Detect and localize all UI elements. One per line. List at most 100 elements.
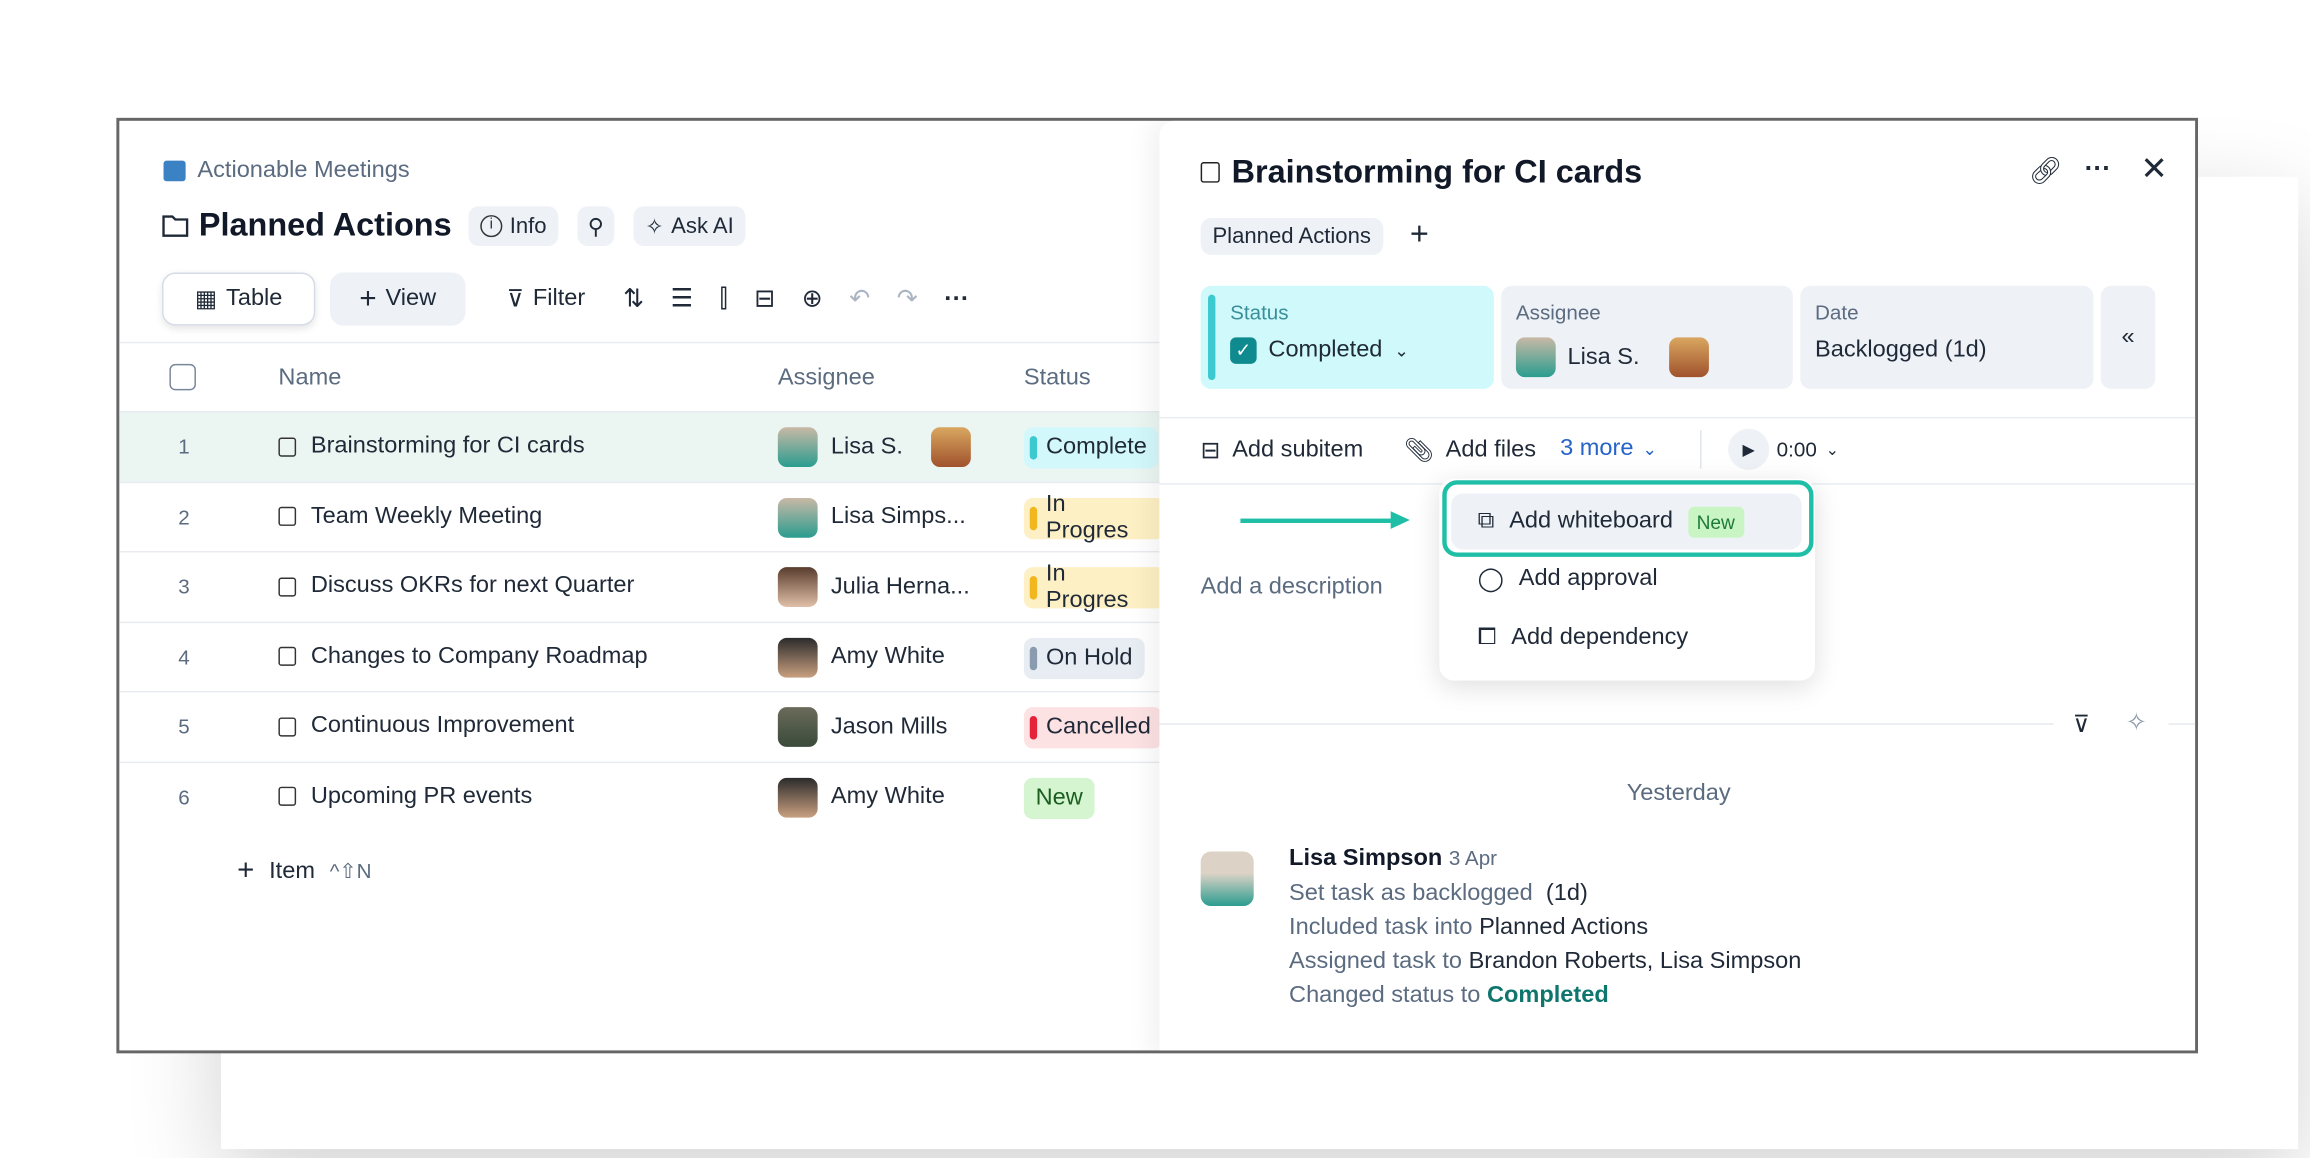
date-value: Backlogged (1d): [1814, 337, 1987, 363]
add-files-button[interactable]: 📎︎ Add files: [1404, 436, 1536, 465]
column-header-assignee[interactable]: Assignee: [777, 365, 875, 391]
status-badge[interactable]: In Progres: [1023, 491, 1166, 543]
filter-icon: ⊽: [506, 287, 525, 313]
menu-item-add-dependency[interactable]: ⧠ Add dependency: [1451, 610, 1802, 666]
assignee-field[interactable]: Assignee Lisa S.: [1501, 285, 1793, 389]
briefcase-icon: [163, 160, 186, 182]
status-color-bar: [1029, 576, 1038, 600]
activity-link[interactable]: Planned Actions: [1479, 914, 1649, 940]
info-button[interactable]: i Info: [468, 206, 559, 247]
info-label: Info: [509, 213, 547, 239]
status-badge[interactable]: Cancelled: [1023, 707, 1163, 749]
tag-chip[interactable]: Planned Actions: [1200, 218, 1383, 255]
avatar: [777, 707, 818, 747]
activity-text: Set task as backlogged: [1289, 880, 1533, 907]
assignee-field-label: Assignee: [1515, 300, 1601, 325]
assignee-name: Lisa Simps...: [830, 503, 966, 529]
item-name[interactable]: Changes to Company Roadmap: [310, 643, 648, 669]
status-field-label: Status: [1230, 300, 1289, 325]
assignee-cell[interactable]: Lisa Simps...: [777, 497, 966, 537]
more-actions-menu: ⧉ Add whiteboard New ◯ Add approval ⧠ Add de…: [1439, 478, 1815, 681]
more-icon[interactable]: ···: [944, 284, 970, 313]
assignee-cell[interactable]: Lisa S.: [777, 427, 971, 468]
assignee-cell[interactable]: Amy White: [777, 637, 945, 677]
assignee-name: Lisa S.: [830, 433, 903, 459]
menu-item-label: Add whiteboard: [1509, 508, 1674, 534]
globe-icon[interactable]: ⊕: [801, 284, 823, 313]
activity-author: Lisa Simpson: [1289, 845, 1443, 871]
table-row[interactable]: 4 Changes to Company Roadmap Amy White O…: [119, 620, 1166, 691]
columns-icon[interactable]: ⫿: [719, 284, 728, 313]
sparkle-icon: ✧: [645, 214, 664, 240]
add-item-label: Item: [269, 858, 315, 884]
filter-icon[interactable]: ⊽: [2072, 713, 2091, 739]
assignee-cell[interactable]: Jason Mills: [777, 707, 947, 747]
arrow-head: [1390, 511, 1410, 529]
row-number: 3: [178, 574, 190, 599]
menu-item-add-approval[interactable]: ◯ Add approval: [1451, 551, 1802, 607]
pin-button[interactable]: ⚲: [577, 206, 615, 247]
undo-icon[interactable]: ↶: [849, 284, 871, 313]
menu-item-label: Add dependency: [1511, 624, 1689, 650]
new-badge: New: [1687, 506, 1744, 537]
table-row[interactable]: 6 Upcoming PR events Amy White New: [119, 760, 1166, 831]
table-view-tab[interactable]: ▦ Table: [162, 272, 316, 326]
link-icon[interactable]: 🔗︎: [2028, 156, 2063, 186]
table-row[interactable]: 1 Brainstorming for CI cards Lisa S. Com…: [119, 411, 1166, 481]
sparkle-icon[interactable]: ✧: [2125, 708, 2147, 737]
item-name[interactable]: Upcoming PR events: [310, 783, 533, 809]
view-label: View: [385, 285, 437, 311]
status-color-bar: [1029, 645, 1038, 670]
item-name[interactable]: Discuss OKRs for next Quarter: [310, 573, 635, 599]
assignee-cell[interactable]: Amy White: [777, 777, 945, 817]
column-header-status[interactable]: Status: [1023, 365, 1091, 391]
subitems-icon[interactable]: ⊟: [754, 284, 776, 313]
date-field[interactable]: Date Backlogged (1d): [1800, 285, 2094, 389]
table-row[interactable]: 5 Continuous Improvement Jason Mills Can…: [119, 690, 1166, 761]
add-subitem-label: Add subitem: [1232, 437, 1364, 463]
avatar: [777, 567, 818, 607]
redo-icon[interactable]: ↷: [896, 284, 918, 313]
assignee-name: Julia Herna...: [830, 573, 970, 599]
item-name[interactable]: Brainstorming for CI cards: [310, 433, 585, 459]
table-row[interactable]: 2 Team Weekly Meeting Lisa Simps... In P…: [119, 480, 1166, 551]
item-name[interactable]: Continuous Improvement: [310, 713, 575, 739]
ask-ai-button[interactable]: ✧ Ask AI: [633, 206, 746, 247]
menu-item-add-whiteboard[interactable]: ⧉ Add whiteboard New: [1451, 493, 1802, 550]
activity-value: (1d): [1545, 880, 1588, 907]
close-icon[interactable]: ✕: [2140, 150, 2168, 188]
status-badge[interactable]: In Progres: [1023, 561, 1166, 613]
plus-icon: +: [359, 282, 377, 315]
detail-title[interactable]: Brainstorming for CI cards: [1231, 153, 1643, 191]
activity-link[interactable]: Brandon Roberts, Lisa Simpson: [1468, 948, 1802, 974]
collapse-fields-button[interactable]: «: [2100, 285, 2156, 389]
add-files-label: Add files: [1445, 437, 1537, 463]
assignee-cell[interactable]: Julia Herna...: [777, 567, 970, 607]
select-all-checkbox[interactable]: [169, 363, 196, 391]
more-actions-dropdown[interactable]: 3 more ⌄: [1560, 436, 1657, 463]
add-item-button[interactable]: + Item ^⇧N: [237, 854, 371, 888]
status-badge[interactable]: Complete: [1023, 427, 1159, 469]
play-icon: ▶: [1742, 441, 1755, 459]
note-icon: [278, 436, 297, 456]
table-row[interactable]: 3 Discuss OKRs for next Quarter Julia He…: [119, 550, 1166, 621]
status-field[interactable]: Status ✓ Completed ⌄: [1200, 285, 1494, 389]
description-input[interactable]: Add a description: [1200, 574, 1383, 600]
item-name[interactable]: Team Weekly Meeting: [310, 503, 543, 529]
more-icon[interactable]: ···: [2084, 153, 2112, 183]
play-timer-button[interactable]: ▶: [1728, 428, 1770, 470]
group-icon[interactable]: ☰: [670, 284, 694, 313]
filter-button[interactable]: ⊽ Filter: [507, 273, 585, 326]
add-view-button[interactable]: + View: [329, 272, 466, 326]
status-badge[interactable]: On Hold: [1023, 637, 1145, 679]
timer-dropdown[interactable]: 0:00 ⌄: [1777, 438, 1840, 462]
column-header-name[interactable]: Name: [278, 365, 342, 391]
filter-label: Filter: [532, 285, 586, 311]
chevrons-left-icon: «: [2121, 324, 2135, 350]
status-badge[interactable]: New: [1023, 777, 1095, 819]
table-label: Table: [226, 285, 283, 311]
sort-icon[interactable]: ⇅: [623, 284, 645, 313]
add-subitem-button[interactable]: ⊟ Add subitem: [1201, 436, 1364, 465]
breadcrumb[interactable]: Actionable Meetings: [163, 158, 410, 185]
add-tag-button[interactable]: +: [1409, 215, 1429, 252]
